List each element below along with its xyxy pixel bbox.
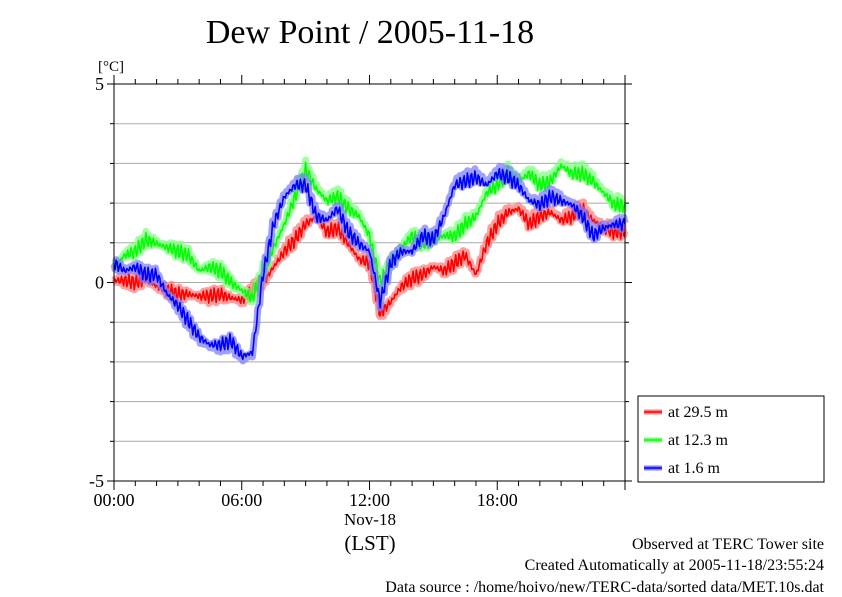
- x-axis-date-label: Nov-18: [344, 510, 396, 529]
- legend-entry: at 12.3 m: [644, 432, 729, 449]
- x-tick-label: 12:00: [349, 490, 390, 510]
- legend-label: at 1.6 m: [668, 460, 721, 477]
- y-axis-label: [°C]: [98, 59, 124, 75]
- footer-source: Data source : /home/hoivo/new/TERC-data/…: [385, 579, 824, 596]
- chart-title: Dew Point / 2005-11-18: [205, 14, 535, 51]
- legend-label: at 12.3 m: [668, 432, 729, 449]
- x-tick-label: 00:00: [93, 490, 134, 510]
- legend-label: at 29.5 m: [668, 404, 729, 421]
- y-tick-label: -5: [89, 471, 104, 491]
- x-tick-label: 06:00: [221, 490, 262, 510]
- legend-box: [637, 395, 825, 483]
- footer-site: Observed at TERC Tower site: [631, 536, 824, 553]
- y-tick-label: 5: [95, 74, 104, 94]
- series-2: [110, 156, 628, 306]
- legend-entry: at 29.5 m: [644, 404, 729, 421]
- series-line: [113, 167, 626, 361]
- footer-created: Created Automatically at 2005-11-18/23:5…: [524, 557, 824, 574]
- y-tick-label: 0: [95, 273, 104, 293]
- x-axis-unit-label: (LST): [344, 531, 396, 555]
- series-3: [110, 162, 629, 365]
- legend-entry: at 1.6 m: [644, 460, 721, 477]
- x-tick-label: 18:00: [477, 490, 518, 510]
- series-line: [113, 161, 626, 303]
